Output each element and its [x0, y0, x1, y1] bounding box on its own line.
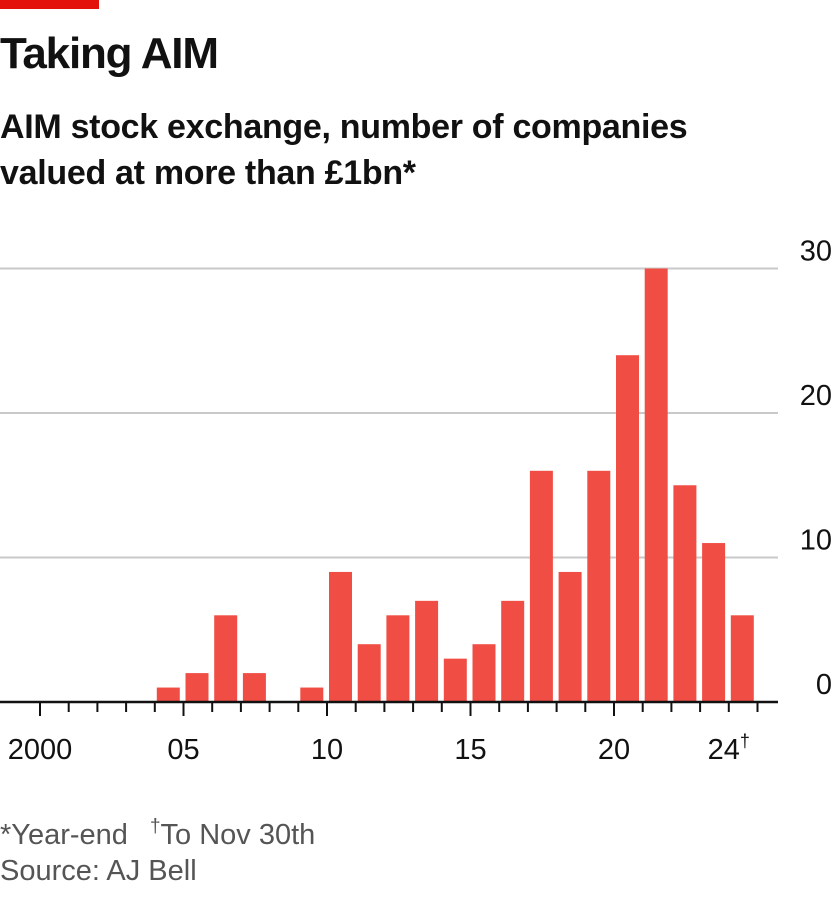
chart-subtitle: AIM stock exchange, number of companies …: [0, 104, 760, 196]
x-tick-label-2010: 10: [311, 734, 343, 766]
y-tick-label-20: 20: [800, 380, 832, 412]
bar-2020: [616, 355, 639, 702]
bar-2024: [730, 615, 754, 702]
bar-2018: [558, 571, 582, 702]
bar-2012: [386, 615, 410, 702]
bar-2007: [242, 673, 266, 702]
footnote-to-date: To Nov 30th: [160, 819, 316, 851]
footnote: *Year-end †To Nov 30th: [0, 808, 315, 854]
bar-2017: [529, 470, 553, 702]
chart-title: Taking AIM: [0, 29, 219, 78]
bar-2010: [329, 571, 352, 702]
x-tick-label-2024: 24†: [708, 731, 750, 766]
bar-2022: [673, 485, 697, 702]
x-tick-label-2000: 2000: [8, 734, 73, 766]
x-tick-label-2005: 05: [167, 734, 199, 766]
bar-2019: [587, 470, 611, 702]
bar-2016: [501, 600, 525, 702]
y-tick-label-30: 30: [800, 236, 832, 268]
x-tick-label-2020: 20: [598, 734, 630, 766]
footnote-dagger: †: [149, 816, 161, 837]
brand-accent-bar: [0, 0, 99, 9]
footnote-year-end: *Year-end: [0, 819, 128, 851]
subtitle-line-2: valued at more than £1bn*: [0, 154, 416, 192]
bars: [156, 268, 754, 702]
x-tick-label-dagger: †: [740, 731, 750, 751]
bar-2004: [156, 687, 180, 702]
source-note: Source: AJ Bell: [0, 855, 197, 887]
bar-2006: [214, 615, 238, 702]
bar-2011: [357, 644, 381, 702]
x-tick-label-2015: 15: [454, 734, 486, 766]
bar-chart: 0 10 20 30 2000 05 10 15 20 24†: [0, 236, 832, 767]
bar-2013: [415, 600, 439, 702]
y-tick-label-0: 0: [816, 669, 832, 701]
bar-2021: [644, 268, 668, 702]
tick-labels: 0 10 20 30 2000 05 10 15 20 24†: [8, 236, 832, 767]
bar-2014: [443, 658, 467, 702]
x-axis: [0, 700, 778, 716]
subtitle-line-1: AIM stock exchange, number of companies: [0, 108, 688, 146]
bar-2015: [472, 644, 496, 702]
bar-2009: [300, 687, 324, 702]
y-tick-label-10: 10: [800, 525, 832, 557]
bar-2005: [185, 673, 209, 702]
bar-2023: [702, 543, 726, 702]
